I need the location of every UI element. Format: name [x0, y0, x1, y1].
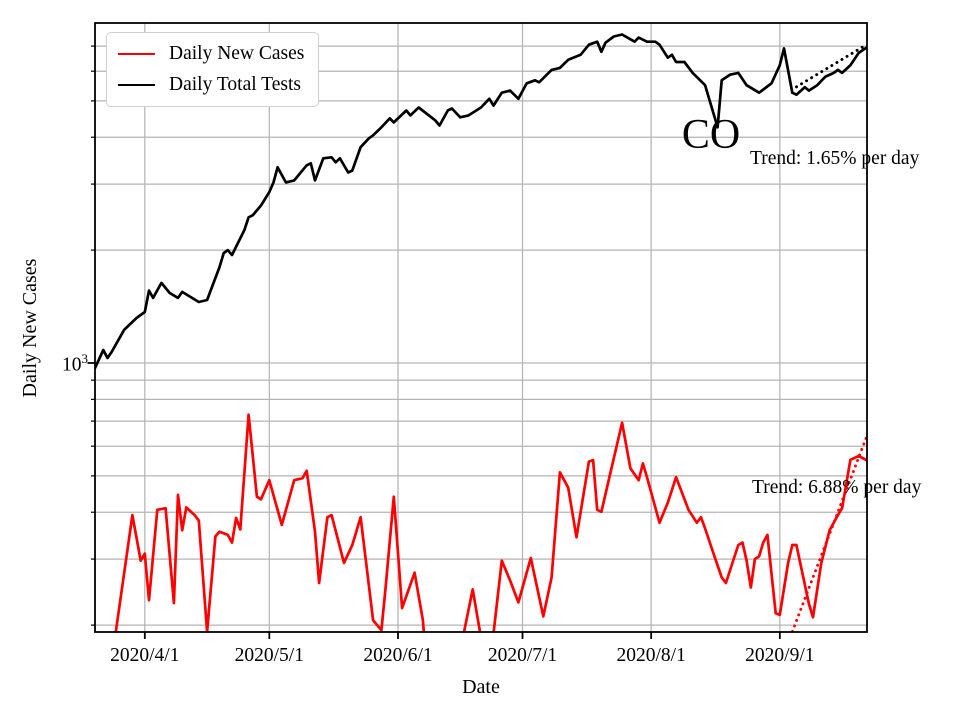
data-series-layer [95, 33, 867, 632]
trend-daily-total-tests-trend [794, 42, 867, 89]
x-axis-label: Date [462, 676, 500, 698]
x-tick-label: 2020/4/1 [110, 645, 180, 666]
series-daily-total-tests [95, 33, 867, 370]
legend-item-daily-new-cases: Daily New Cases [118, 38, 304, 69]
x-tick-label: 2020/8/1 [616, 645, 686, 666]
plot-border [94, 22, 868, 633]
annotation-trend-cases: Trend: 6.88% per day [752, 477, 922, 498]
legend-label-daily-new-cases: Daily New Cases [169, 42, 305, 64]
gridlines [95, 23, 867, 632]
x-tick-label: 2020/9/1 [745, 645, 815, 666]
legend: Daily New Cases Daily Total Tests [106, 32, 320, 107]
annotation-trend-tests: Trend: 1.65% per day [750, 148, 920, 169]
annotation-state-code: CO [681, 112, 741, 158]
y-tick-exponent: 3 [81, 351, 89, 366]
legend-line-swatch-black [118, 83, 155, 86]
y-axis-label: Daily New Cases [19, 258, 41, 398]
x-tick-label: 2020/7/1 [487, 645, 558, 666]
y-tick-base: 10 [62, 354, 82, 376]
legend-label-daily-total-tests: Daily Total Tests [169, 73, 301, 95]
x-tick-label: 2020/6/1 [363, 645, 433, 666]
x-tick-label: 2020/5/1 [234, 645, 304, 666]
legend-item-daily-total-tests: Daily Total Tests [118, 69, 304, 100]
series-daily-new-cases [114, 413, 867, 632]
trend-daily-new-cases-trend [790, 434, 867, 632]
y-major-tick-label: 103 [30, 348, 88, 377]
legend-line-swatch-red [118, 52, 155, 55]
